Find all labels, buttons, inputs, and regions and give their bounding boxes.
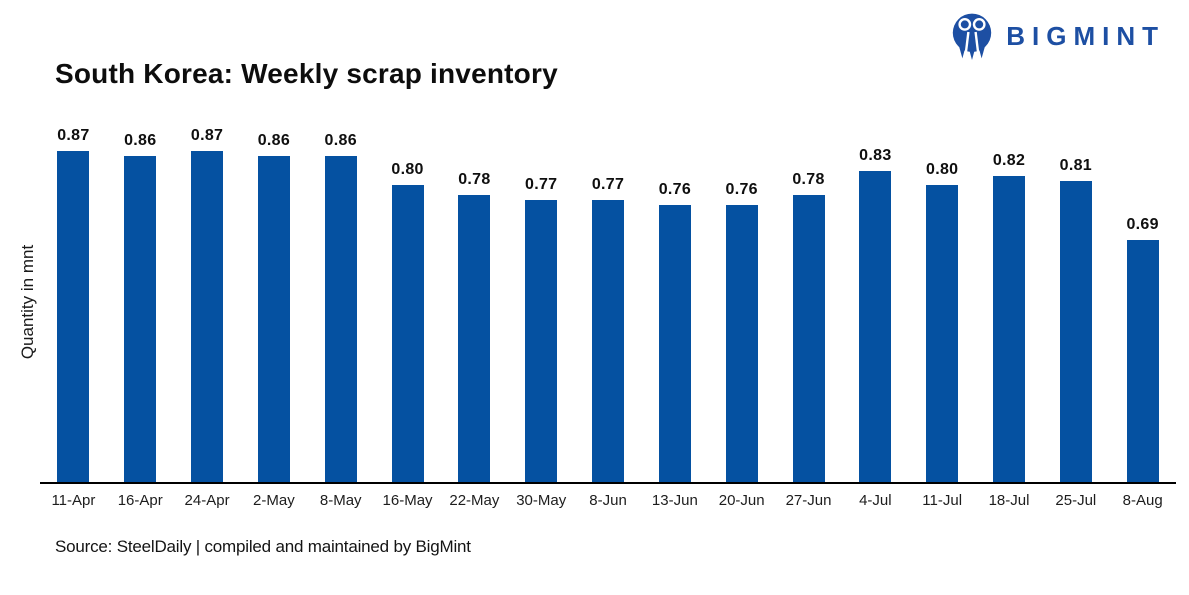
bar-value-label: 0.77 <box>591 176 625 194</box>
bar <box>257 155 290 482</box>
x-tick-label: 2-May <box>253 492 295 509</box>
source-note: Source: SteelDaily | compiled and mainta… <box>55 537 471 556</box>
x-tick-label: 22-May <box>449 492 500 509</box>
bar-value-label: 0.86 <box>324 131 357 149</box>
bar <box>525 200 558 482</box>
x-tick-label: 11-Apr <box>51 492 96 509</box>
bar-group: 0.86 <box>307 102 374 482</box>
bar-value-label: 0.86 <box>124 131 157 149</box>
x-tick-label: 4-Jul <box>859 492 892 509</box>
bar-group: 0.80 <box>374 102 441 482</box>
bigmint-logo-icon <box>953 13 992 60</box>
bar-value-label: 0.81 <box>1059 156 1092 174</box>
bar <box>725 205 758 482</box>
brand-name: BIGMINT <box>1006 21 1165 51</box>
bar-value-label: 0.80 <box>926 161 959 179</box>
x-tick-label: 8-Jun <box>589 492 627 509</box>
x-tick-label: 11-Jul <box>922 492 963 509</box>
bar-value-label: 0.78 <box>792 171 825 189</box>
bar-value-label: 0.87 <box>190 126 224 144</box>
bar <box>658 205 691 482</box>
bar <box>993 175 1025 482</box>
bar-value-label: 0.87 <box>57 126 90 144</box>
bar-group: 0.82 <box>976 102 1043 482</box>
bar <box>391 185 424 482</box>
bar <box>458 195 491 482</box>
bar-group: 0.78 <box>441 102 508 482</box>
bar-value-label: 0.83 <box>859 146 892 164</box>
x-axis-line <box>40 482 1176 484</box>
x-tick-label: 25-Jul <box>1055 492 1097 509</box>
bar <box>1059 180 1092 482</box>
bar-value-label: 0.69 <box>1126 215 1159 233</box>
x-tick-label: 18-Jul <box>988 492 1030 509</box>
x-tick-label: 13-Jun <box>651 492 698 509</box>
bar-group: 0.76 <box>641 102 708 482</box>
bar-group: 0.87 <box>174 102 241 482</box>
bar <box>859 170 892 482</box>
bar <box>124 155 157 482</box>
bar-value-label: 0.82 <box>992 151 1026 169</box>
bar-group: 0.76 <box>708 102 775 482</box>
bar-value-label: 0.86 <box>257 131 291 149</box>
bar <box>1126 239 1159 482</box>
bar-value-label: 0.80 <box>391 161 424 179</box>
x-tick-label: 27-Jun <box>785 492 832 509</box>
bar-group: 0.87 <box>40 102 107 482</box>
bar <box>191 150 224 482</box>
bar-value-label: 0.76 <box>658 181 692 199</box>
bar-group: 0.77 <box>508 102 575 482</box>
bars-area: 0.87 0.86 0.87 0.86 0.86 0.80 0.78 0.77 0.77 0.76… <box>40 102 1176 482</box>
bar <box>792 195 825 482</box>
brand-logo: BIGMINT <box>948 11 1165 61</box>
bar-value-label: 0.78 <box>458 171 491 189</box>
bar-value-label: 0.77 <box>525 176 558 194</box>
bar-group: 0.83 <box>842 102 909 482</box>
bar <box>926 185 959 482</box>
x-tick-label: 16-Apr <box>117 492 163 509</box>
bar-group: 0.77 <box>575 102 642 482</box>
x-tick-label: 8-May <box>319 492 362 509</box>
chart-title: South Korea: Weekly scrap inventory <box>55 58 558 89</box>
x-tick-label: 24-Apr <box>184 492 230 509</box>
y-axis-label: Quantity in mnt <box>18 244 37 360</box>
bar-value-label: 0.76 <box>725 181 758 199</box>
bar-group: 0.86 <box>240 102 307 482</box>
x-tick-label: 30-May <box>516 492 567 509</box>
bar <box>324 155 357 482</box>
x-tick-label: 16-May <box>382 492 433 509</box>
bar-group: 0.78 <box>775 102 842 482</box>
bar <box>592 200 625 482</box>
bar-group: 0.86 <box>107 102 174 482</box>
x-axis-ticks: 11-Apr 16-Apr 24-Apr 2-May 8-May 16-May 22-May… <box>40 492 1176 514</box>
x-tick-label: 20-Jun <box>718 492 765 509</box>
x-tick-label: 8-Aug <box>1122 492 1163 509</box>
bar <box>57 150 90 482</box>
bar-group: 0.81 <box>1042 102 1109 482</box>
bar-group: 0.80 <box>909 102 976 482</box>
bar-group: 0.69 <box>1109 102 1176 482</box>
